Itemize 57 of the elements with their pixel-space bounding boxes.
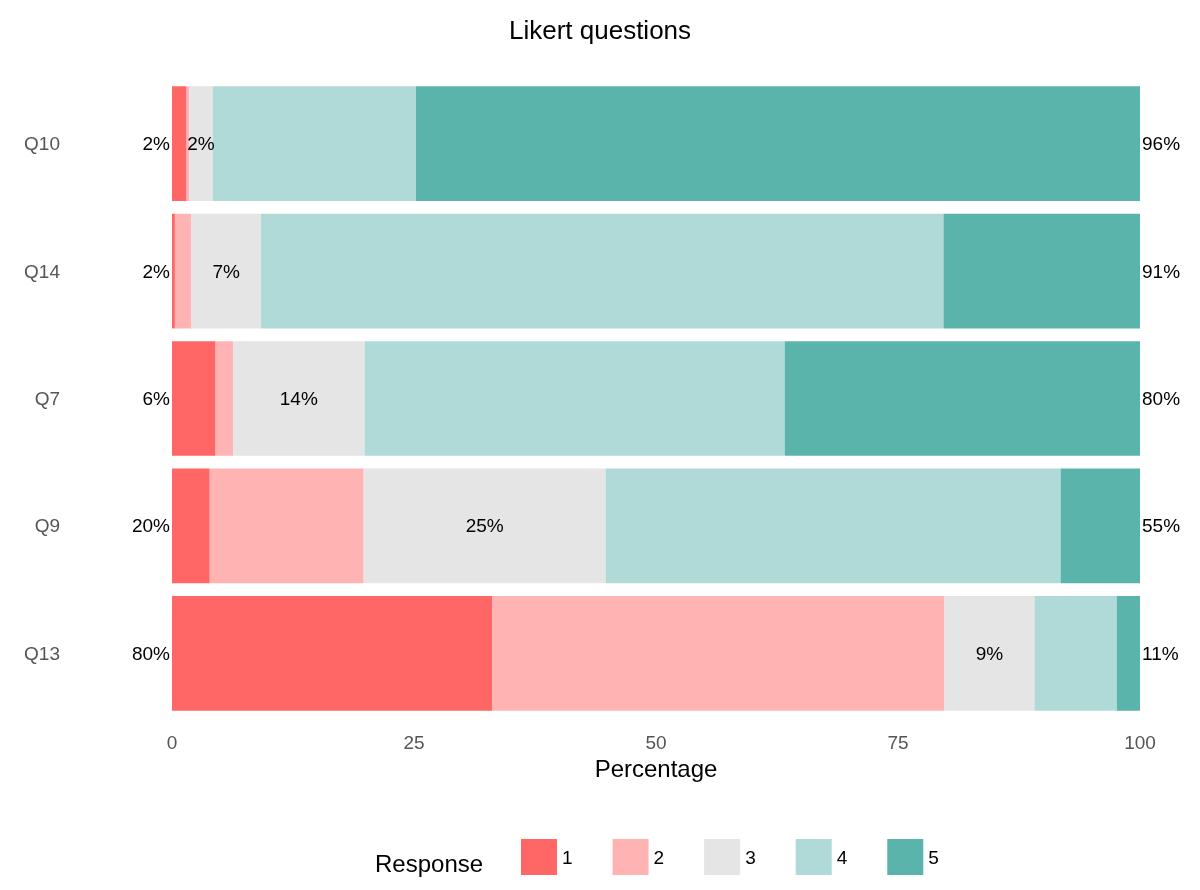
y-tick-label: Q9 — [34, 515, 60, 537]
bar — [191, 213, 262, 329]
text: 80% — [1142, 388, 1181, 409]
text: 55% — [1142, 515, 1181, 537]
legend-label: 3 — [745, 846, 756, 868]
x-tick-label: 25 — [403, 732, 425, 753]
x-tick-label: 100 — [1124, 732, 1156, 753]
y-tick-label: Q7 — [34, 388, 60, 409]
y-tick-label: Q13 — [24, 642, 60, 664]
bar — [944, 595, 1035, 711]
bar — [172, 213, 175, 329]
bar — [363, 468, 606, 584]
legend-title: Response — [375, 849, 484, 877]
chart-title: Likert questions — [508, 15, 692, 45]
data-label: 25% — [465, 515, 504, 537]
bar — [209, 468, 364, 584]
text: 20% — [131, 515, 171, 537]
bar — [1034, 595, 1117, 711]
data-label: 2% — [187, 133, 215, 155]
data-label: 7% — [212, 260, 241, 282]
bar — [492, 595, 945, 711]
bar — [172, 468, 210, 584]
bar — [232, 341, 365, 456]
bar — [784, 341, 1140, 456]
bar — [1116, 595, 1140, 711]
text: 2% — [142, 260, 171, 282]
data-label: 14% — [279, 388, 318, 409]
y-tick-label: Q14 — [24, 260, 61, 282]
bar — [415, 86, 1140, 202]
text: 80% — [131, 642, 171, 664]
bar — [215, 341, 233, 456]
bar — [261, 213, 944, 329]
bar — [189, 86, 213, 202]
text: 6% — [142, 388, 171, 409]
text: 2% — [142, 133, 171, 155]
text: 11% — [1142, 642, 1179, 664]
x-tick-label: 50 — [645, 732, 667, 753]
legend-label: 5 — [928, 846, 939, 868]
bar — [605, 468, 1061, 584]
bar — [212, 86, 416, 202]
data-label: 9% — [975, 642, 1004, 664]
bar — [1060, 468, 1140, 584]
bar — [174, 213, 192, 329]
bar — [172, 86, 187, 202]
y-tick-label: Q10 — [24, 133, 60, 155]
bar — [364, 341, 785, 456]
x-tick-label: 0 — [166, 732, 178, 753]
text: 91% — [1142, 260, 1181, 282]
legend-label: 4 — [836, 846, 848, 868]
x-axis-title: Percentage — [594, 755, 718, 783]
text: 96% — [1142, 133, 1181, 155]
legend-label: 1 — [562, 846, 573, 868]
bar — [172, 595, 493, 711]
legend-label: 2 — [653, 846, 665, 868]
x-tick-label: 75 — [887, 732, 909, 753]
bar — [943, 213, 1140, 329]
bar — [172, 341, 216, 456]
